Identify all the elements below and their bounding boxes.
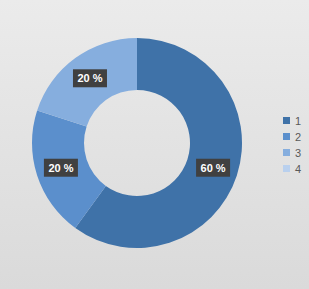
html-text:3: 3 [294,146,301,159]
html-text:1: 1 [294,114,301,127]
svg-text:20 %: 20 % [77,72,102,84]
svg-text:20 %: 20 % [48,162,73,174]
html-text:2: 2 [294,130,301,143]
html-text:4: 4 [294,162,301,175]
svg-text:60 %: 60 % [201,162,226,174]
